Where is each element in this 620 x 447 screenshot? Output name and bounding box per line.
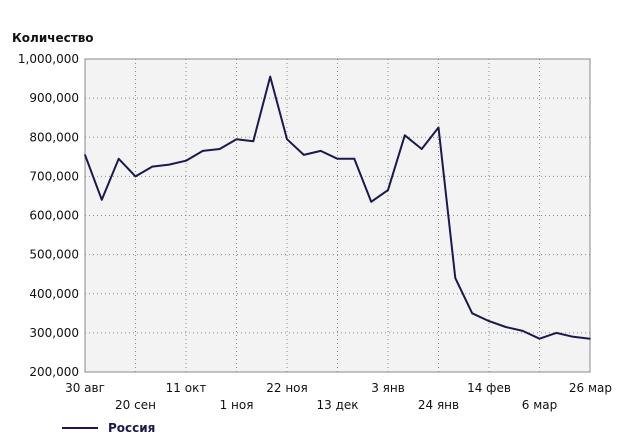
x-tick-label: 14 фев (467, 381, 511, 395)
data-point (101, 199, 103, 201)
data-point (471, 312, 473, 315)
y-tick-label: 300,000 (29, 326, 79, 340)
y-tick-label: 600,000 (29, 209, 79, 223)
data-point (589, 337, 591, 340)
legend: Россия (62, 421, 155, 435)
x-tick-label: 22 ноя (266, 381, 308, 395)
data-point (252, 140, 255, 142)
data-point (117, 157, 120, 160)
plot-area (84, 58, 591, 373)
data-point (134, 175, 137, 178)
data-point (387, 189, 389, 191)
data-point (488, 320, 490, 322)
data-point (218, 148, 221, 150)
data-point (319, 150, 322, 152)
y-tick-label: 700,000 (29, 169, 79, 183)
x-axis: 30 авг 20 сен 11 окт 1 ноя 22 ноя 13 дек 3 янв… (65, 381, 612, 412)
y-tick-label: 900,000 (29, 91, 79, 105)
data-point (353, 157, 356, 160)
x-tick-label: 11 окт (166, 381, 207, 395)
data-point (336, 157, 339, 160)
y-tick-label: 800,000 (29, 130, 79, 144)
y-axis-title: Количество (12, 31, 94, 45)
data-point (269, 75, 271, 78)
data-point (420, 148, 423, 150)
y-tick-label: 400,000 (29, 287, 79, 301)
x-tick-label: 1 ноя (220, 398, 254, 412)
x-tick-label: 3 янв (371, 381, 405, 395)
y-tick-label: 500,000 (29, 248, 79, 262)
data-point (572, 335, 574, 338)
x-tick-label: 13 дек (316, 398, 358, 412)
data-point (185, 159, 187, 162)
data-point (235, 138, 238, 141)
grid (84, 58, 591, 373)
y-tick-label: 200,000 (29, 365, 79, 379)
data-point (151, 165, 154, 168)
data-point (168, 163, 170, 166)
x-tick-label: 6 мар (522, 398, 557, 412)
data-point (286, 138, 288, 141)
x-tick-label: 24 янв (418, 398, 459, 412)
y-tick-label: 1,000,000 (18, 52, 79, 66)
data-point (437, 126, 440, 129)
data-point (521, 330, 524, 332)
x-tick-label: 26 мар (569, 381, 612, 395)
series-layer (84, 75, 591, 340)
legend-label: Россия (108, 421, 155, 435)
x-tick-label: 20 сен (115, 398, 156, 412)
data-point (404, 134, 406, 137)
data-point (538, 337, 541, 340)
data-point (202, 150, 204, 152)
y-axis: 200,000 300,000 400,000 500,000 600,000 700,0… (18, 52, 79, 379)
data-point (505, 326, 507, 328)
x-tick-label: 30 авг (65, 381, 105, 395)
data-point (370, 201, 372, 203)
data-point (303, 154, 305, 156)
data-point (454, 277, 457, 279)
data-point (84, 154, 86, 156)
data-point (555, 332, 558, 334)
